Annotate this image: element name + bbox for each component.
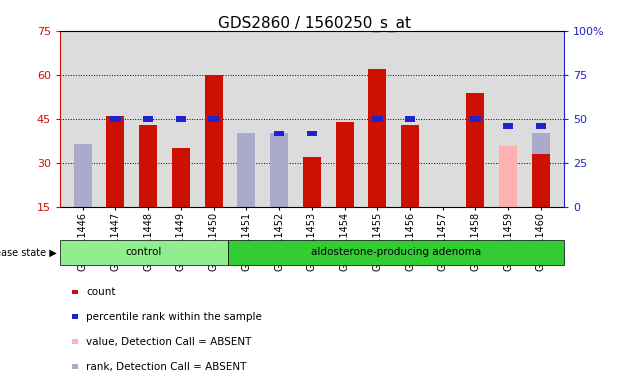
Bar xyxy=(532,133,550,207)
Bar xyxy=(106,116,125,207)
Bar xyxy=(405,116,415,122)
Bar xyxy=(336,122,353,207)
Bar xyxy=(303,157,321,207)
Bar xyxy=(139,125,158,207)
Text: GDS2860 / 1560250_s_at: GDS2860 / 1560250_s_at xyxy=(219,15,411,31)
Bar xyxy=(238,190,255,207)
Bar xyxy=(274,131,284,136)
Bar xyxy=(270,133,288,207)
Bar xyxy=(307,131,317,136)
Bar xyxy=(499,146,517,207)
Bar xyxy=(74,144,92,207)
Bar xyxy=(205,152,222,207)
Bar xyxy=(238,133,255,207)
Bar xyxy=(532,154,550,207)
Bar xyxy=(176,116,186,122)
Bar xyxy=(470,116,481,122)
Bar xyxy=(270,142,288,207)
Bar xyxy=(209,116,219,122)
Text: count: count xyxy=(86,287,116,297)
Bar xyxy=(372,116,382,122)
Bar xyxy=(172,149,190,207)
Bar xyxy=(74,172,92,207)
Text: aldosterone-producing adenoma: aldosterone-producing adenoma xyxy=(311,247,481,258)
Text: value, Detection Call = ABSENT: value, Detection Call = ABSENT xyxy=(86,337,252,347)
Bar xyxy=(536,123,546,129)
Bar xyxy=(228,240,564,265)
Text: control: control xyxy=(125,247,162,258)
Bar xyxy=(110,116,121,122)
Bar xyxy=(369,69,386,207)
Bar xyxy=(60,240,228,265)
Text: percentile rank within the sample: percentile rank within the sample xyxy=(86,312,262,322)
Bar xyxy=(503,123,513,129)
Bar xyxy=(143,116,154,122)
Text: rank, Detection Call = ABSENT: rank, Detection Call = ABSENT xyxy=(86,362,247,372)
Bar xyxy=(401,125,419,207)
Bar xyxy=(205,75,222,207)
Bar xyxy=(466,93,484,207)
Text: disease state ▶: disease state ▶ xyxy=(0,247,57,258)
